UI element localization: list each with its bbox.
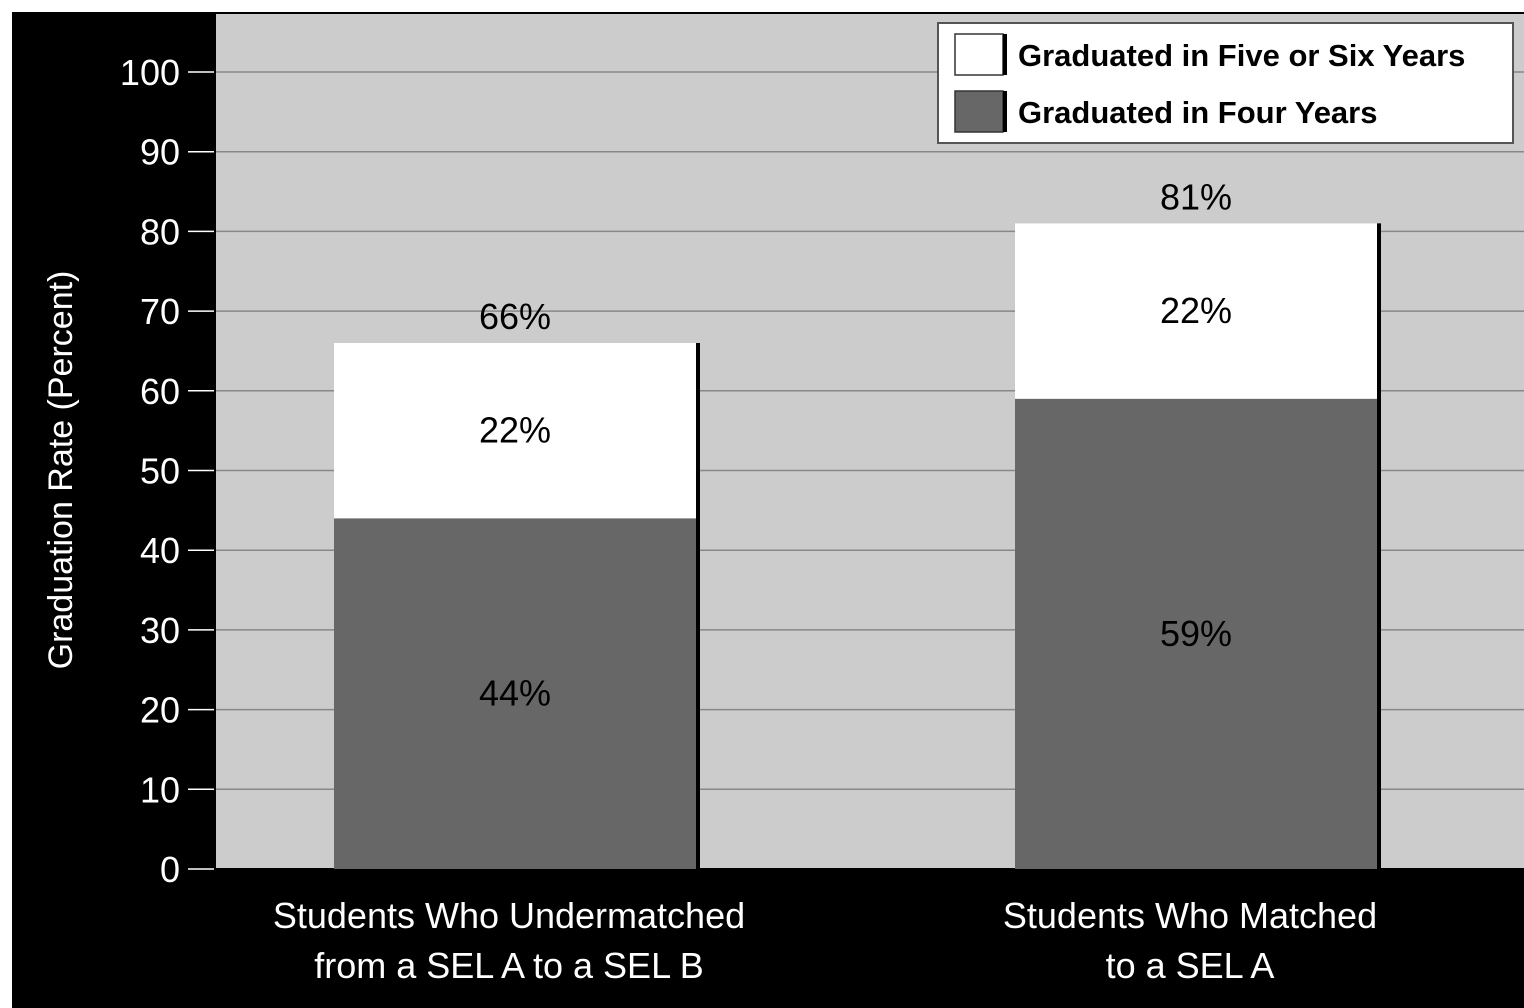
legend-swatch [954,33,1004,76]
y-axis-ticks: 0 10 20 30 40 50 60 70 80 90 100 [120,52,214,890]
data-label: 44% [479,673,551,714]
data-label: 22% [1160,290,1232,331]
legend-label: Graduated in Five or Six Years [1018,38,1465,73]
x-axis-labels: Students Who Undermatched from a SEL A to… [273,895,1377,986]
y-axis-title: Graduation Rate (Percent) [42,271,80,670]
legend-box [937,22,1514,144]
x-category-label: Students Who Matched [1003,895,1377,936]
y-tick-label: 10 [140,769,180,810]
y-tick-label: 80 [140,211,180,252]
data-label: 22% [479,410,551,451]
y-tick-label: 100 [120,52,180,93]
data-labels: 44% 22% 66% 59% 22% 81% [479,176,1232,713]
y-tick-label: 0 [160,849,180,890]
y-tick-label: 20 [140,690,180,731]
y-tick-label: 90 [140,132,180,173]
legend-swatch [954,90,1004,133]
y-tick-label: 30 [140,610,180,651]
bars [334,223,1381,869]
bar-segment [334,518,696,869]
y-tick-label: 70 [140,291,180,332]
y-tick-label: 40 [140,530,180,571]
y-tick-label: 60 [140,371,180,412]
legend: Graduated in Five or Six Years Graduated … [937,22,1514,144]
legend-label: Graduated in Four Years [1018,95,1377,130]
bar-segment [1015,223,1377,399]
total-label: 81% [1160,176,1232,217]
bar-segment [1015,398,1377,869]
x-category-label: from a SEL A to a SEL B [314,945,704,986]
y-tick-label: 50 [140,451,180,492]
bar-segment [334,342,696,519]
x-category-label: to a SEL A [1106,945,1275,986]
total-label: 66% [479,296,551,337]
x-category-label: Students Who Undermatched [273,895,745,936]
data-label: 59% [1160,613,1232,654]
